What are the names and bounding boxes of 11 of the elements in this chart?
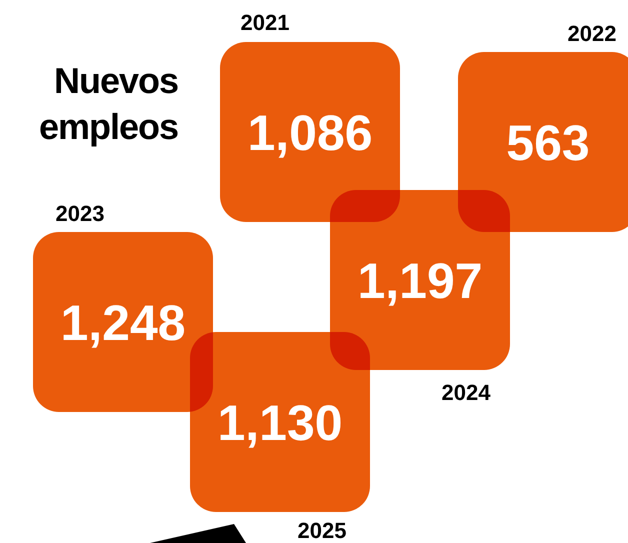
category-label: 2022 xyxy=(568,21,616,46)
data-label: 1,130 xyxy=(217,395,343,451)
category-label: 2025 xyxy=(298,518,346,543)
data-label: 563 xyxy=(506,115,590,171)
data-label: 1,086 xyxy=(247,105,373,161)
data-label: 1,248 xyxy=(60,295,186,351)
data-label: 1,197 xyxy=(357,253,483,309)
text: Nuevos empleos xyxy=(38,60,178,147)
category-label: 2024 xyxy=(442,380,492,405)
category-label: 2021 xyxy=(240,10,290,35)
category-label: 2023 xyxy=(56,201,104,226)
